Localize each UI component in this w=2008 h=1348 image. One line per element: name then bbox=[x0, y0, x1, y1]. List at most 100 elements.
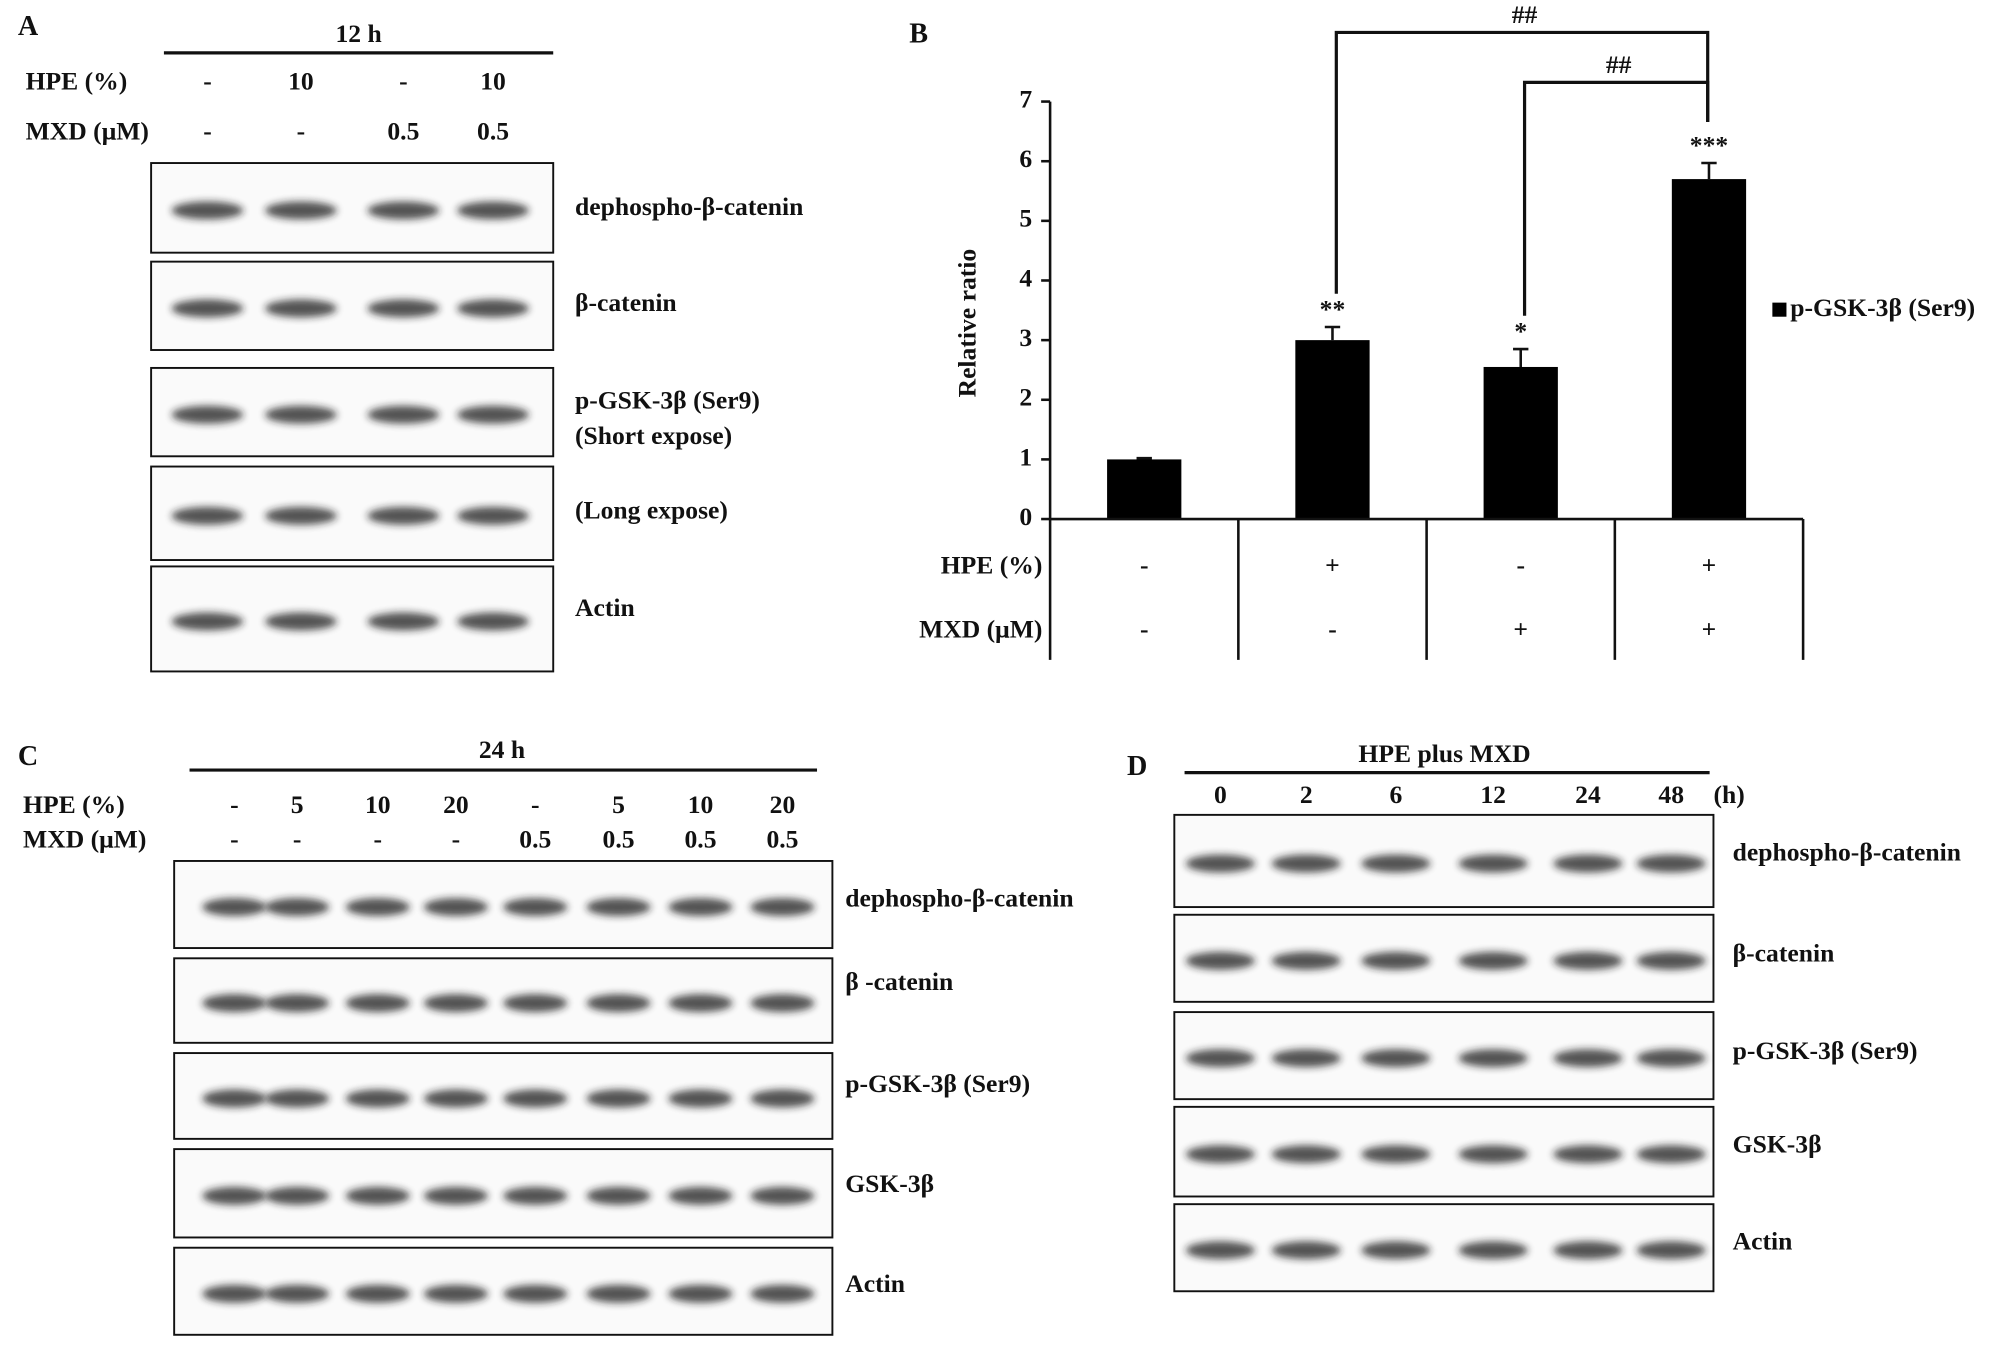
band bbox=[1361, 1145, 1431, 1164]
band bbox=[750, 1089, 815, 1108]
blot bbox=[1173, 913, 1715, 1003]
band bbox=[171, 612, 244, 631]
band bbox=[265, 612, 337, 631]
blot bbox=[1173, 1105, 1715, 1198]
panel-header: HPE plus MXD bbox=[1358, 739, 1530, 768]
blot-label: Actin bbox=[575, 593, 635, 622]
y-tick-label: 4 bbox=[1019, 263, 1032, 292]
lane-label: 0.5 bbox=[387, 116, 419, 145]
band bbox=[1271, 1145, 1341, 1164]
blot-label: p-GSK-3β (Ser9) bbox=[575, 385, 760, 414]
unit-label: (h) bbox=[1713, 780, 1744, 809]
panel-letter: C bbox=[18, 741, 38, 772]
y-tick-label: 5 bbox=[1019, 204, 1032, 233]
band bbox=[1636, 1049, 1706, 1068]
band bbox=[1636, 1241, 1706, 1260]
band bbox=[1553, 951, 1623, 970]
band bbox=[750, 1284, 815, 1303]
band bbox=[503, 1186, 568, 1205]
band bbox=[423, 898, 488, 917]
band bbox=[1185, 1241, 1255, 1260]
significance: ** bbox=[1320, 295, 1346, 324]
band bbox=[265, 299, 337, 318]
condition-value: - bbox=[1140, 551, 1149, 580]
band bbox=[202, 1284, 267, 1303]
band bbox=[265, 506, 337, 525]
blot bbox=[1173, 1011, 1715, 1101]
band bbox=[668, 1186, 733, 1205]
blot-label: β-catenin bbox=[575, 288, 677, 317]
band bbox=[750, 1186, 815, 1205]
band bbox=[423, 1089, 488, 1108]
band bbox=[1553, 854, 1623, 873]
bar bbox=[1107, 459, 1182, 520]
band bbox=[423, 1186, 488, 1205]
band bbox=[202, 898, 267, 917]
blot-label: p-GSK-3β (Ser9) bbox=[845, 1069, 1030, 1098]
condition-value: + bbox=[1702, 615, 1717, 644]
condition-value: + bbox=[1325, 551, 1340, 580]
panel-letter: B bbox=[909, 19, 928, 50]
lane-label: 10 bbox=[480, 67, 506, 96]
band bbox=[202, 994, 267, 1013]
lane-label: 24 bbox=[1575, 780, 1601, 809]
band bbox=[1361, 951, 1431, 970]
significance: *** bbox=[1690, 131, 1728, 160]
y-tick-label: 3 bbox=[1019, 323, 1032, 352]
band bbox=[345, 1284, 410, 1303]
error-bar bbox=[1701, 161, 1717, 180]
blot-label: dephospho-β-catenin bbox=[575, 192, 803, 221]
blot-label: (Long expose) bbox=[575, 496, 728, 525]
y-tick-label: 6 bbox=[1019, 144, 1032, 173]
panel-letter: A bbox=[18, 11, 39, 42]
panel-header: 24 h bbox=[479, 735, 525, 764]
lane-label: - bbox=[203, 116, 212, 145]
band bbox=[265, 1089, 330, 1108]
error-bar bbox=[1324, 325, 1341, 341]
band bbox=[345, 898, 410, 917]
panel-letter: D bbox=[1127, 751, 1147, 782]
band bbox=[171, 299, 244, 318]
lane-label: - bbox=[374, 825, 383, 854]
blot-label: Actin bbox=[1733, 1227, 1793, 1256]
band bbox=[1185, 1049, 1255, 1068]
band bbox=[1458, 854, 1528, 873]
band bbox=[171, 201, 244, 220]
condition-value: + bbox=[1513, 615, 1528, 644]
lane-label: 0.5 bbox=[519, 825, 551, 854]
band bbox=[1458, 1145, 1528, 1164]
lane-label: - bbox=[297, 116, 306, 145]
row-label: HPE (%) bbox=[26, 67, 128, 96]
band bbox=[1271, 1241, 1341, 1260]
band bbox=[423, 1284, 488, 1303]
band bbox=[171, 506, 244, 525]
lane-label: 20 bbox=[443, 790, 469, 819]
band bbox=[1271, 1049, 1341, 1068]
lane-label: - bbox=[399, 67, 408, 96]
band bbox=[1553, 1049, 1623, 1068]
band bbox=[1458, 1049, 1528, 1068]
band bbox=[503, 994, 568, 1013]
blot bbox=[1173, 1203, 1715, 1293]
condition-value: - bbox=[1140, 615, 1149, 644]
band bbox=[202, 1186, 267, 1205]
lane-label: - bbox=[230, 825, 239, 854]
band bbox=[586, 898, 651, 917]
band bbox=[367, 506, 440, 525]
condition-label: MXD (μM) bbox=[919, 615, 1042, 644]
lane-label: 5 bbox=[612, 790, 625, 819]
bar bbox=[1671, 179, 1747, 520]
band bbox=[367, 612, 440, 631]
lane-label: 0.5 bbox=[684, 825, 716, 854]
band bbox=[367, 299, 440, 318]
lane-label: 0 bbox=[1214, 780, 1227, 809]
band bbox=[1361, 1241, 1431, 1260]
lane-label: 2 bbox=[1300, 780, 1313, 809]
band bbox=[457, 506, 529, 525]
bracket-label: ## bbox=[1606, 50, 1632, 79]
condition-label: HPE (%) bbox=[941, 551, 1043, 580]
band bbox=[423, 994, 488, 1013]
band bbox=[668, 1284, 733, 1303]
lane-label: - bbox=[452, 825, 461, 854]
legend-label: p-GSK-3β (Ser9) bbox=[1790, 293, 1975, 322]
